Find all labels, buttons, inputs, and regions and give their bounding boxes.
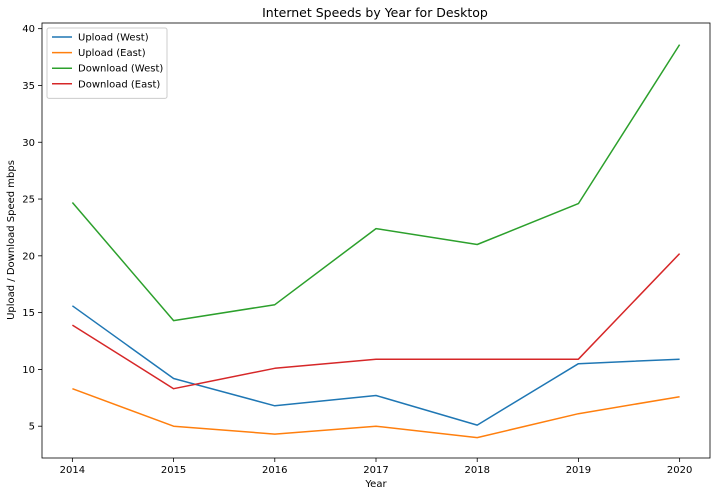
y-axis: 5 10 15 20 25 30 35 40 [22, 24, 42, 433]
y-tick-label: 40 [22, 24, 35, 35]
y-tick-label: 20 [22, 251, 35, 262]
y-tick-label: 5 [29, 422, 35, 433]
y-tick-label: 25 [22, 195, 35, 206]
series-line-upload-east [72, 387, 680, 439]
series-line-download-west [71, 44, 681, 322]
x-tick-label: 2020 [667, 465, 692, 476]
legend-label: Download (East) [78, 79, 160, 90]
x-tick-label: 2017 [363, 465, 388, 476]
legend-box [46, 27, 168, 99]
x-tick-label: 2016 [262, 465, 287, 476]
x-axis-label: Year [364, 479, 387, 490]
legend-label: Upload (East) [78, 48, 146, 59]
chart-title: Internet Speeds by Year for Desktop [262, 5, 488, 20]
x-tick-label: 2014 [60, 465, 85, 476]
x-axis: 2014 2015 2016 2017 2018 2019 2020 [60, 458, 692, 476]
y-tick-label: 35 [22, 81, 35, 92]
x-tick-label: 2018 [464, 465, 489, 476]
x-tick-label: 2019 [566, 465, 591, 476]
legend-label: Upload (West) [78, 33, 149, 44]
y-axis-label: Upload / Download Speed mbps [6, 160, 17, 320]
series-line-download-east [72, 253, 681, 390]
legend-label: Download (West) [78, 64, 163, 75]
x-tick-label: 2015 [161, 465, 186, 476]
y-tick-label: 30 [22, 138, 35, 149]
series-line-upload-west [71, 305, 680, 426]
legend: Upload (West) Upload (East) Download (West… [46, 27, 168, 99]
y-tick-label: 15 [22, 308, 35, 319]
series-lines [71, 44, 681, 439]
y-tick-label: 10 [22, 365, 35, 376]
